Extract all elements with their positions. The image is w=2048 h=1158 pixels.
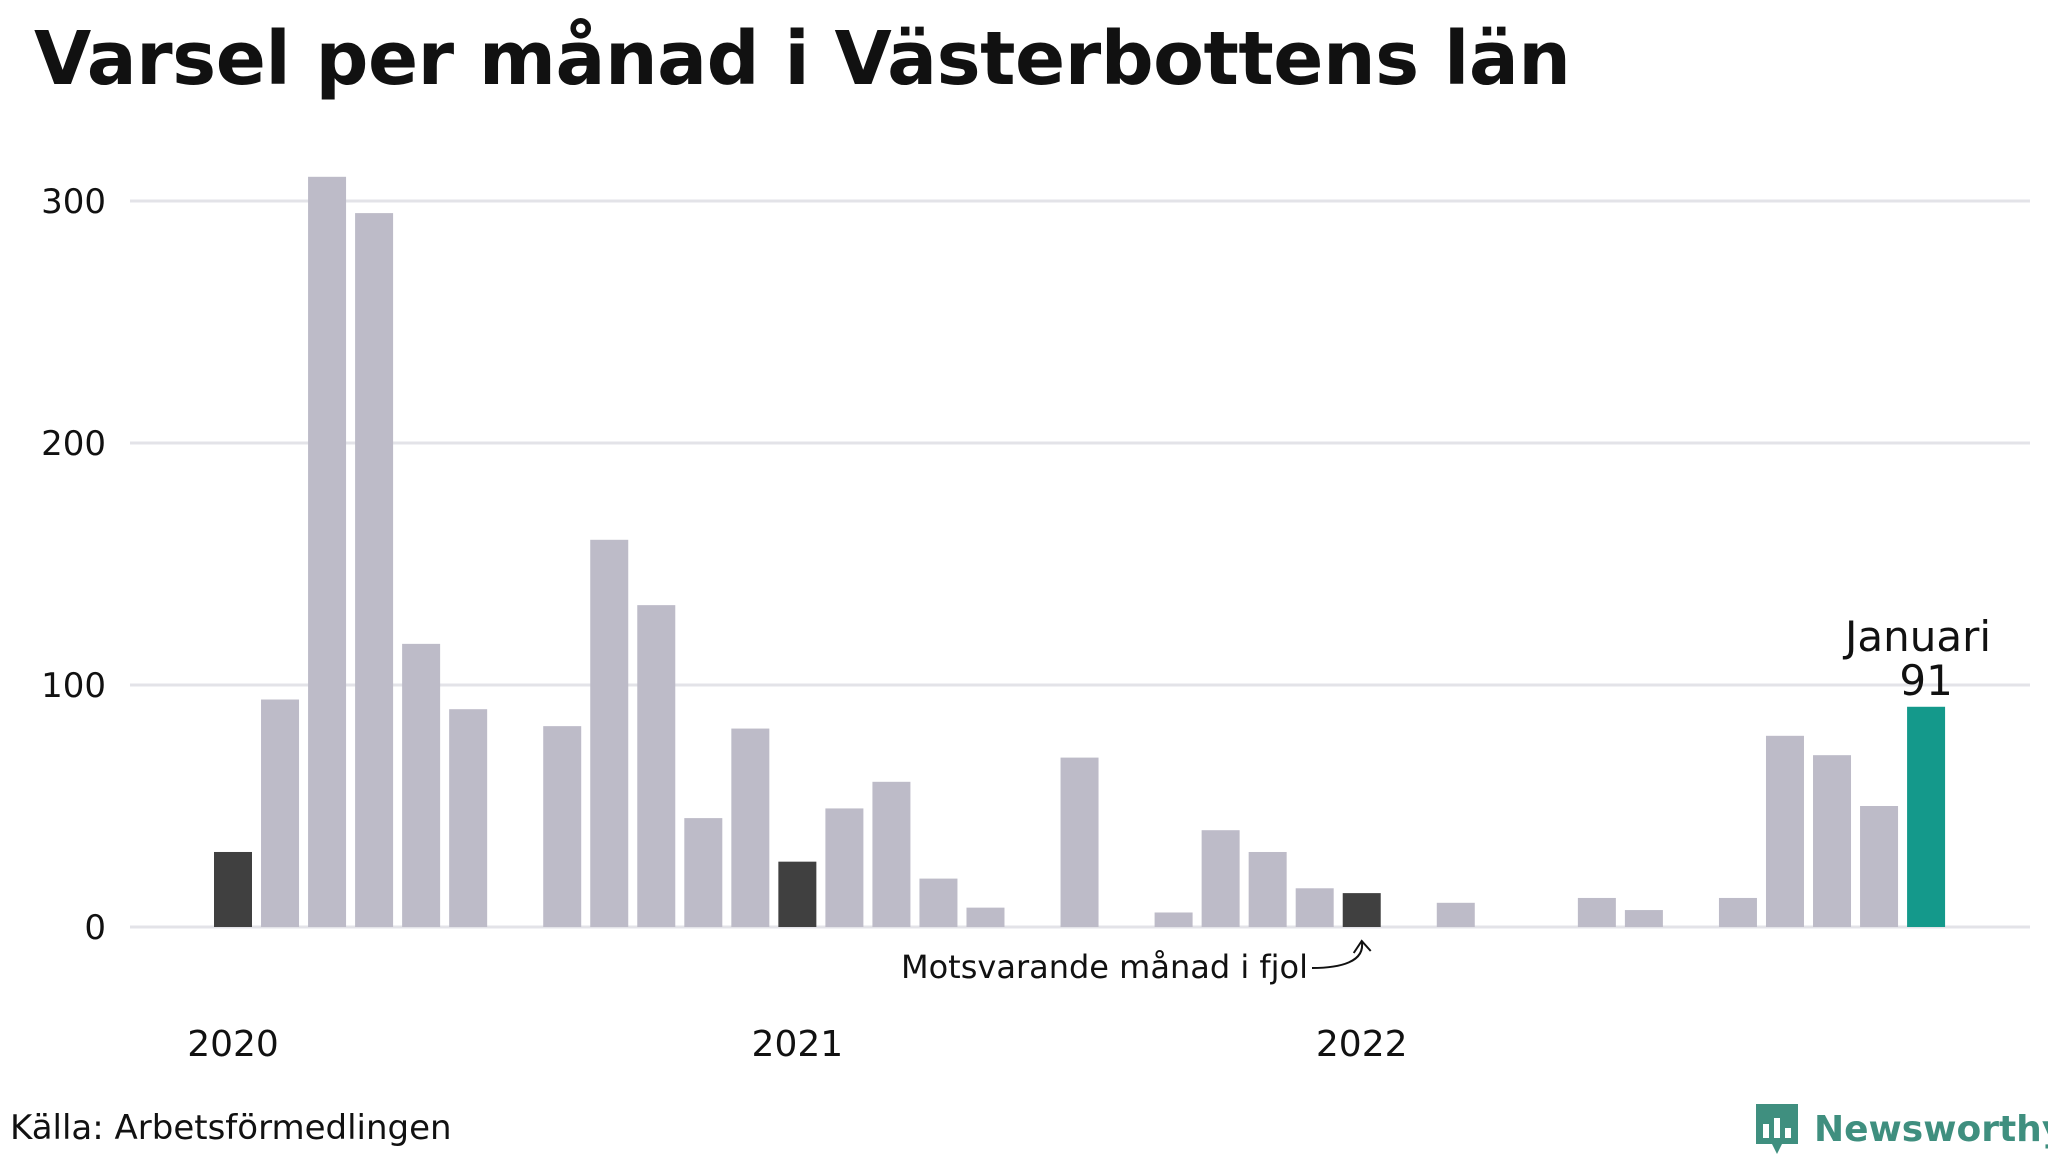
bar-2020-01 [214,851,252,927]
bar-2021-07 [1060,757,1099,927]
bar-2020-12 [731,728,770,927]
y-tick-label: 0 [84,908,106,948]
bar-2020-04 [355,213,394,928]
bar-2020-03 [308,176,347,928]
bar-2021-05 [966,907,1005,927]
bar-2022-11 [1813,755,1852,927]
bar-2020-05 [402,643,441,927]
x-tick-label: 2022 [1316,1024,1408,1065]
x-tick-label: 2021 [752,1024,844,1065]
brand-name: Newsworthy [1814,1108,2048,1150]
x-tick-label: 2020 [187,1024,279,1065]
newsworthy-logo-icon [1756,1104,1798,1154]
brand-logo: Newsworthy [1752,1100,2048,1158]
bar-2020-06 [449,709,488,927]
bar-2022-01 [1342,893,1381,927]
bar-2022-03 [1436,902,1475,927]
bar-2022-09 [1718,897,1757,927]
bar-2020-09 [590,539,629,927]
bar-2021-04 [919,878,958,927]
bar-2020-08 [543,726,582,927]
bar-2023-01 [1907,706,1946,927]
bar-2022-12 [1860,806,1899,927]
bar-2020-10 [637,605,676,927]
bar-2021-03 [872,781,911,927]
bar-2022-10 [1765,735,1804,927]
y-tick-label: 200 [41,424,106,464]
bar-2020-02 [261,699,300,927]
bar-2021-02 [825,808,864,927]
comparison-note: Motsvarande månad i fjol [901,948,1308,986]
source-note: Källa: Arbetsförmedlingen [10,1108,452,1148]
comparison-arrow [1311,940,1363,969]
bar-2020-11 [684,818,723,927]
y-tick-label: 300 [41,182,106,222]
bar-2021-01 [778,861,817,927]
bar-2022-06 [1577,897,1616,927]
highlight-month-label: Januari [1842,612,1991,661]
chart-title: Varsel per månad i Västerbottens län [34,16,1571,102]
bar-2021-09 [1154,912,1193,927]
bar-2021-12 [1295,888,1334,927]
y-tick-label: 100 [41,666,106,706]
highlight-value-label: 91 [1899,656,1952,705]
bar-2021-11 [1248,851,1287,927]
bar-2021-10 [1201,830,1240,927]
comparison-arrowhead [1352,939,1372,954]
bar-2022-07 [1624,910,1663,927]
